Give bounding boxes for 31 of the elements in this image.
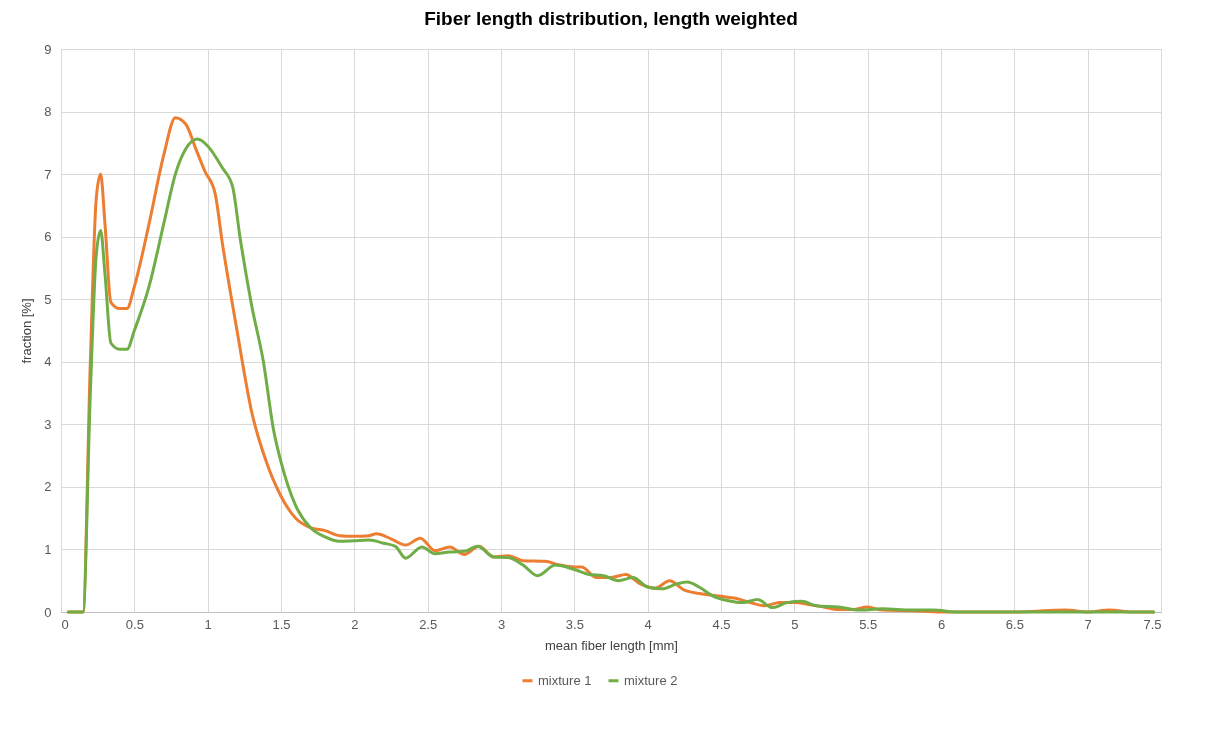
x-tick-label: 4.5 [712,616,731,632]
x-tick-label: 7.5 [1143,616,1162,632]
legend-label: mixture 1 [538,672,592,688]
y-tick-label: 2 [44,479,52,495]
x-tick-label: 6 [937,616,946,632]
x-tick-label: 4 [644,616,652,632]
legend-label: mixture 2 [624,672,678,688]
x-tick-label: 2.5 [419,616,438,632]
x-tick-label: 3 [497,616,506,632]
x-axis-title: mean fiber length [mm] [545,637,678,653]
x-tick-label: 1.5 [272,616,291,632]
y-tick-label: 4 [44,354,52,370]
y-tick-label: 7 [44,166,52,182]
y-tick-label: 8 [44,104,52,120]
x-tick-label: 7 [1084,616,1092,632]
y-axis-title: fraction [%] [19,298,35,364]
y-tick-label: 9 [44,41,52,57]
y-tick-label: 0 [44,604,52,620]
x-tick-label: 2 [351,616,359,632]
x-tick-label: 5.5 [859,616,878,632]
y-tick-label: 5 [44,291,52,307]
x-tick-label: 6.5 [1005,616,1024,632]
y-tick-label: 6 [44,229,52,245]
x-tick-label: 5 [791,616,799,632]
x-tick-label: 0 [61,616,69,632]
x-tick-label: 1 [204,616,212,632]
x-tick-label: 3.5 [565,616,584,632]
y-tick-label: 3 [44,416,52,432]
x-tick-label: 0.5 [125,616,144,632]
y-tick-label: 1 [44,541,52,557]
chart-title: Fiber length distribution, length weighted [424,8,798,29]
